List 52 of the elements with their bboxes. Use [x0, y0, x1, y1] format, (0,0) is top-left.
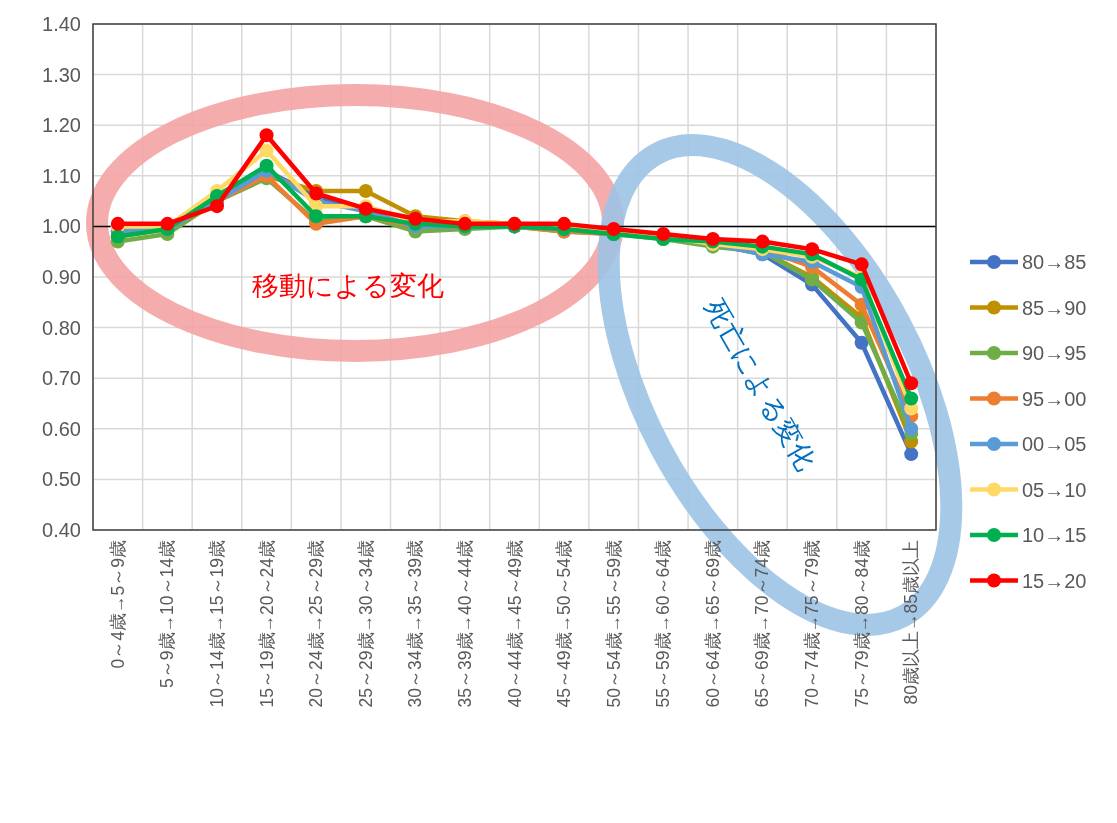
x-tick-label: 35～39歳→40～44歳 — [454, 540, 475, 708]
x-tick-label: 75～79歳→80～84歳 — [851, 540, 872, 708]
legend-label: 00→05 — [1022, 433, 1087, 455]
y-tick-label: 0.50 — [42, 468, 81, 491]
point — [358, 183, 373, 198]
point — [755, 234, 770, 249]
y-tick-label: 0.90 — [42, 266, 81, 288]
x-tick-label: 15～19歳→20～24歳 — [256, 540, 277, 708]
y-tick-label: 1.40 — [42, 13, 81, 35]
x-tick-label: 25～29歳→30～34歳 — [355, 540, 376, 708]
y-tick-label: 1.00 — [42, 215, 81, 238]
point — [259, 143, 274, 158]
y-tick-label: 1.20 — [42, 114, 81, 137]
x-tick-label: 80歳以上→85歳以上 — [901, 540, 922, 705]
x-tick-label: 60～64歳→65～69歳 — [702, 540, 723, 708]
x-tick-label: 5～9歳→10～14歳 — [157, 540, 178, 688]
legend-label: 80→85 — [1022, 251, 1087, 273]
y-tick-label: 0.40 — [42, 519, 81, 541]
y-tick-label: 0.80 — [42, 316, 81, 339]
point — [259, 128, 274, 143]
x-tick-label: 40～44歳→45～49歳 — [504, 540, 525, 708]
point — [904, 391, 919, 406]
legend-label: 10→15 — [1022, 524, 1087, 546]
legend-label: 05→10 — [1022, 478, 1087, 501]
annotation: 移動による変化 — [252, 271, 444, 301]
x-tick-label: 10～14歳→15～19歳 — [206, 540, 227, 708]
x-tick-label: 50～54歳→55～59歳 — [603, 540, 624, 708]
legend-label: 85→90 — [1022, 296, 1087, 319]
point — [854, 335, 869, 350]
annotation: 死亡による変化 — [699, 294, 821, 476]
point — [904, 376, 919, 391]
point — [805, 242, 820, 257]
point — [854, 257, 869, 272]
point — [209, 199, 224, 214]
x-tick-label: 20～24歳→25～29歳 — [306, 540, 327, 708]
x-tick-label: 45～49歳→50～54歳 — [554, 540, 575, 708]
legend-label: 95→00 — [1022, 387, 1087, 410]
x-tick-label: 0～4歳→5～9歳 — [107, 540, 128, 669]
point — [904, 421, 919, 436]
y-tick-label: 1.30 — [42, 63, 81, 86]
y-tick-label: 0.60 — [42, 417, 81, 440]
point — [259, 158, 274, 173]
point — [904, 447, 919, 462]
y-tick-label: 1.10 — [42, 164, 81, 187]
x-tick-label: 70～74歳→75～79歳 — [802, 540, 823, 708]
x-tick-label: 30～34歳→35～39歳 — [405, 540, 426, 708]
point — [309, 209, 324, 224]
x-tick-label: 65～69歳→70～74歳 — [752, 540, 773, 708]
x-tick-label: 55～59歳→60～64歳 — [653, 540, 674, 708]
legend-label: 15→20 — [1022, 569, 1087, 592]
y-tick-label: 0.70 — [42, 367, 81, 390]
legend-label: 90→95 — [1022, 342, 1087, 364]
